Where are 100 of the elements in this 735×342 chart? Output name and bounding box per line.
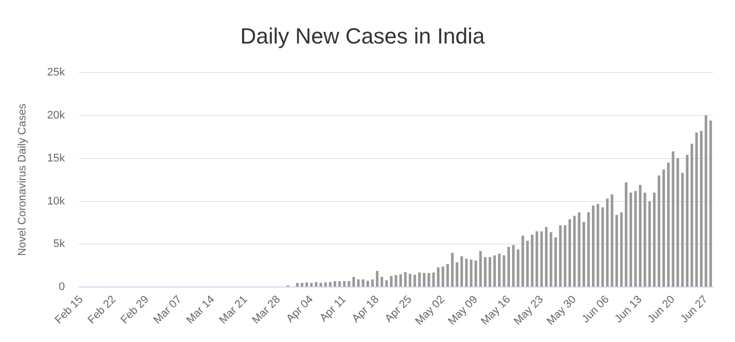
bar (380, 276, 384, 287)
x-tick-label: Mar 14 (184, 294, 218, 326)
x-tick-label: May 02 (413, 294, 448, 328)
x-tick-label: May 30 (544, 294, 579, 328)
bar (343, 281, 346, 287)
bar (554, 237, 557, 287)
x-tick-label: Jun 20 (646, 294, 678, 326)
y-tick-label: 5k (53, 238, 66, 250)
x-tick-label: Feb 22 (86, 294, 118, 326)
bar (550, 232, 552, 287)
x-tick-label: Apr 18 (350, 294, 382, 326)
bar (488, 257, 492, 287)
x-tick-label: Apr 25 (382, 294, 414, 326)
bar (362, 279, 364, 287)
x-tick-label: Mar 21 (217, 294, 250, 326)
bar (507, 246, 510, 287)
x-tick-label: Apr 11 (318, 294, 349, 324)
bar (658, 175, 660, 287)
bar (334, 281, 336, 287)
bar (493, 255, 496, 287)
bar (700, 130, 703, 287)
bar (428, 272, 430, 287)
bar (314, 282, 318, 287)
bar (573, 216, 576, 287)
bar (648, 201, 651, 287)
bar (695, 132, 698, 287)
bar (446, 264, 449, 287)
bar (681, 172, 684, 287)
bar (644, 192, 646, 287)
x-tick-label: Mar 28 (250, 294, 283, 326)
bar (544, 227, 548, 287)
bar (638, 184, 642, 287)
bar (564, 225, 566, 287)
bar (436, 267, 440, 287)
bar (502, 255, 506, 287)
bar (592, 206, 595, 287)
bar (305, 282, 308, 287)
bar (413, 274, 416, 287)
bar (526, 240, 529, 287)
x-tick-label: Feb 15 (52, 294, 86, 326)
bar (422, 272, 426, 287)
bar (404, 272, 407, 287)
bar (620, 212, 623, 287)
bar (357, 279, 360, 287)
x-tick-label: Jun 13 (612, 294, 644, 326)
bar (606, 198, 609, 287)
y-tick-label: 20k (47, 109, 66, 122)
bar (540, 231, 543, 287)
bar (479, 251, 482, 287)
bar (418, 272, 421, 287)
bar (676, 158, 680, 287)
x-tick-label: Jun 06 (580, 294, 612, 326)
bar (512, 245, 515, 287)
x-tick-label: May 09 (446, 294, 480, 328)
x-tick-label: May 16 (478, 294, 513, 328)
bar (484, 257, 486, 287)
bar (615, 215, 618, 287)
bar (371, 279, 374, 287)
bar (460, 256, 464, 287)
bar (310, 282, 313, 287)
bar (394, 275, 398, 287)
bar (328, 282, 332, 287)
bar (667, 162, 670, 287)
y-axis-title: Novel Coronavirus Daily Cases (16, 103, 29, 256)
bar (432, 272, 435, 287)
bar (686, 154, 688, 287)
x-tick-label: Apr 04 (284, 294, 316, 326)
bar (352, 276, 355, 287)
x-tick-label: Jun 27 (678, 294, 710, 326)
bar (630, 192, 632, 287)
bar (596, 204, 600, 287)
bar (530, 234, 534, 287)
bar (390, 276, 393, 287)
bar (653, 192, 656, 287)
bar (338, 281, 341, 287)
bar (300, 282, 304, 287)
bar (672, 151, 674, 287)
bar (521, 236, 524, 287)
bar (662, 169, 665, 287)
bar (465, 258, 468, 287)
x-tick-label: Mar 07 (151, 294, 184, 326)
bar (451, 252, 454, 287)
bar (348, 281, 350, 287)
bar (704, 115, 708, 287)
bar (568, 219, 572, 287)
bar (610, 194, 614, 287)
bar (474, 260, 478, 287)
bar (385, 280, 388, 287)
bar (324, 282, 327, 287)
bar (320, 282, 322, 287)
y-tick-label: 25k (47, 66, 66, 78)
bar (498, 254, 501, 287)
bar (376, 270, 378, 287)
bar (624, 182, 628, 287)
bar (366, 280, 370, 287)
bar (578, 212, 580, 287)
y-tick-label: 0 (58, 281, 65, 294)
x-tick-label: May 23 (512, 294, 546, 328)
bar (442, 266, 444, 287)
y-tick-label: 10k (47, 195, 66, 208)
